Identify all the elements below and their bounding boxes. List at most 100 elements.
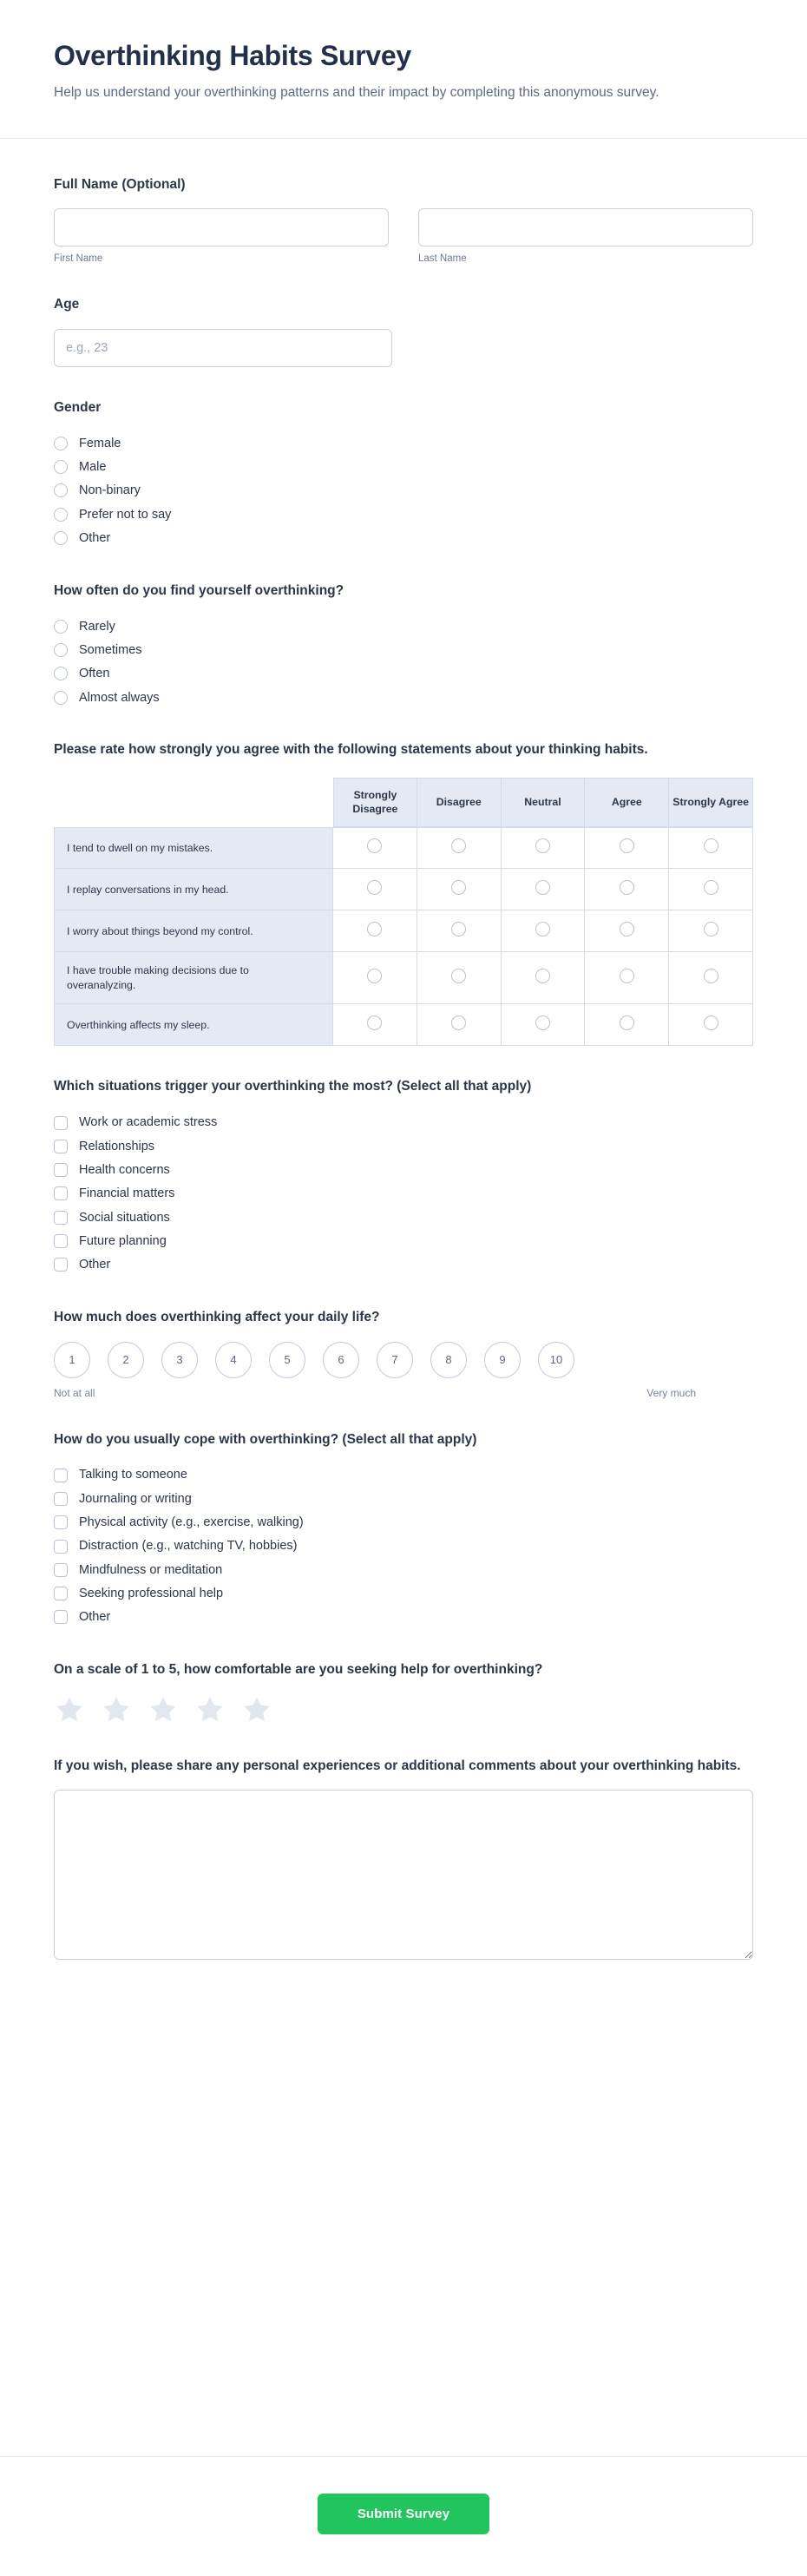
radio-icon[interactable] [535,968,550,983]
comments-textarea[interactable] [54,1789,753,1960]
matrix-cell[interactable] [417,1004,502,1047]
star-icon-4[interactable] [194,1694,226,1725]
coping-option-physical-activity[interactable]: Physical activity (e.g., exercise, walki… [54,1511,753,1534]
checkbox-icon[interactable] [54,1234,68,1249]
radio-icon[interactable] [703,1015,718,1030]
radio-icon[interactable] [535,879,550,895]
checkbox-icon[interactable] [54,1163,68,1178]
scale-option-5[interactable]: 5 [269,1341,305,1378]
checkbox-icon[interactable] [54,1139,68,1153]
matrix-cell[interactable] [417,869,502,911]
coping-option-talking-to-someone[interactable]: Talking to someone [54,1463,753,1487]
scale-option-9[interactable]: 9 [484,1341,521,1378]
radio-icon[interactable] [451,921,467,936]
radio-icon[interactable] [619,838,634,854]
checkbox-icon[interactable] [54,1515,68,1530]
matrix-cell[interactable] [417,910,502,953]
frequency-option-often[interactable]: Often [54,662,753,686]
radio-icon[interactable] [535,838,550,854]
radio-icon[interactable] [54,643,68,658]
matrix-cell[interactable] [585,952,670,1005]
radio-icon[interactable] [451,968,467,983]
radio-icon[interactable] [367,921,383,936]
checkbox-icon[interactable] [54,1468,68,1482]
coping-option-other[interactable]: Other [54,1606,753,1629]
radio-icon[interactable] [54,483,68,498]
coping-option-mindfulness-or-meditation[interactable]: Mindfulness or meditation [54,1558,753,1581]
radio-icon[interactable] [619,879,634,895]
coping-option-distraction[interactable]: Distraction (e.g., watching TV, hobbies) [54,1534,753,1558]
star-icon-5[interactable] [241,1694,272,1725]
star-icon-2[interactable] [101,1694,132,1725]
first-name-input[interactable] [54,208,389,247]
matrix-cell[interactable] [585,1004,670,1047]
checkbox-icon[interactable] [54,1562,68,1577]
gender-option-other[interactable]: Other [54,526,753,549]
radio-icon[interactable] [703,968,718,983]
trigger-option-financial-matters[interactable]: Financial matters [54,1182,753,1206]
matrix-cell[interactable] [333,910,417,953]
trigger-option-relationships[interactable]: Relationships [54,1134,753,1158]
radio-icon[interactable] [703,838,718,854]
radio-icon[interactable] [619,921,634,936]
matrix-cell[interactable] [669,910,753,953]
scale-option-8[interactable]: 8 [430,1341,467,1378]
trigger-option-health-concerns[interactable]: Health concerns [54,1159,753,1182]
matrix-cell[interactable] [585,869,670,911]
matrix-cell[interactable] [669,1004,753,1047]
radio-icon[interactable] [535,921,550,936]
checkbox-icon[interactable] [54,1610,68,1625]
radio-icon[interactable] [54,436,68,450]
matrix-cell[interactable] [501,869,586,911]
checkbox-icon[interactable] [54,1115,68,1130]
matrix-cell[interactable] [669,869,753,911]
matrix-cell[interactable] [501,827,586,870]
scale-option-4[interactable]: 4 [215,1341,252,1378]
matrix-cell[interactable] [669,952,753,1005]
matrix-cell[interactable] [333,1004,417,1047]
matrix-cell[interactable] [669,827,753,870]
age-input[interactable] [54,328,392,367]
frequency-option-rarely[interactable]: Rarely [54,614,753,638]
scale-option-3[interactable]: 3 [161,1341,198,1378]
checkbox-icon[interactable] [54,1186,68,1201]
radio-icon[interactable] [367,879,383,895]
scale-option-6[interactable]: 6 [323,1341,359,1378]
matrix-cell[interactable] [501,952,586,1005]
radio-icon[interactable] [367,968,383,983]
matrix-cell[interactable] [585,827,670,870]
gender-option-non-binary[interactable]: Non-binary [54,479,753,503]
radio-icon[interactable] [54,619,68,634]
coping-option-journaling-or-writing[interactable]: Journaling or writing [54,1487,753,1510]
radio-icon[interactable] [54,507,68,522]
trigger-option-other[interactable]: Other [54,1253,753,1277]
trigger-option-work-or-academic-stress[interactable]: Work or academic stress [54,1111,753,1134]
trigger-option-future-planning[interactable]: Future planning [54,1229,753,1252]
matrix-cell[interactable] [333,869,417,911]
gender-option-prefer-not-to-say[interactable]: Prefer not to say [54,503,753,526]
radio-icon[interactable] [619,1015,634,1030]
checkbox-icon[interactable] [54,1258,68,1272]
radio-icon[interactable] [619,968,634,983]
trigger-option-social-situations[interactable]: Social situations [54,1206,753,1229]
matrix-cell[interactable] [333,952,417,1005]
scale-option-1[interactable]: 1 [54,1341,90,1378]
matrix-cell[interactable] [417,827,502,870]
gender-option-male[interactable]: Male [54,456,753,479]
star-icon-1[interactable] [54,1694,85,1725]
radio-icon[interactable] [451,838,467,854]
radio-icon[interactable] [54,460,68,475]
checkbox-icon[interactable] [54,1491,68,1506]
checkbox-icon[interactable] [54,1539,68,1554]
frequency-option-almost-always[interactable]: Almost always [54,686,753,709]
matrix-cell[interactable] [501,1004,586,1047]
radio-icon[interactable] [54,531,68,546]
radio-icon[interactable] [451,1015,467,1030]
checkbox-icon[interactable] [54,1210,68,1225]
radio-icon[interactable] [535,1015,550,1030]
radio-icon[interactable] [703,921,718,936]
radio-icon[interactable] [54,667,68,681]
star-icon-3[interactable] [148,1694,179,1725]
matrix-cell[interactable] [585,910,670,953]
gender-option-female[interactable]: Female [54,431,753,455]
